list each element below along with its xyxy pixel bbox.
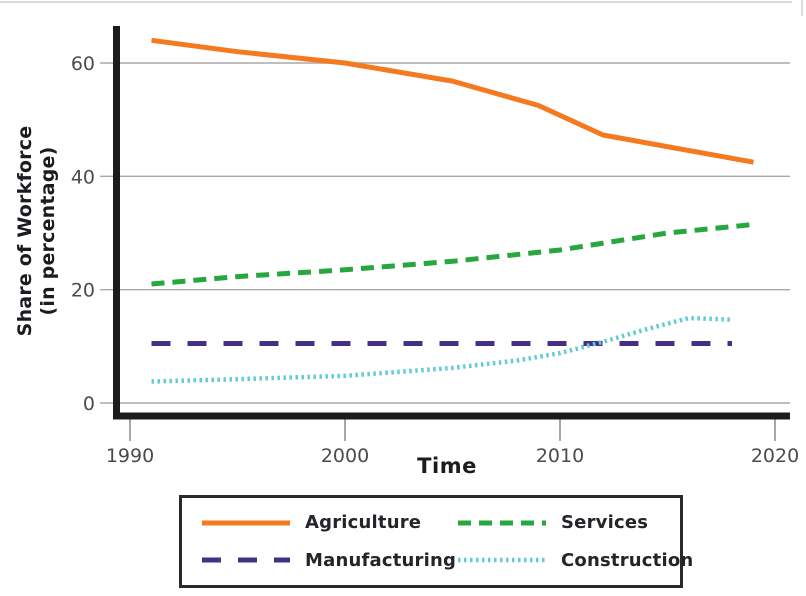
legend-label-agriculture: Agriculture — [305, 512, 422, 534]
legend-label-manufacturing: Manufacturing — [305, 549, 457, 571]
y-axis-title: Share of Workforce (in percentage) — [14, 126, 60, 337]
y-tick-label-60: 60 — [71, 53, 95, 75]
legend-label-construction: Construction — [561, 549, 694, 571]
x-axis-title: Time — [417, 454, 477, 478]
y-tick-label-40: 40 — [71, 166, 95, 188]
top-border-line — [0, 1, 792, 3]
y-axis-title-line1: Share of Workforce — [14, 125, 37, 337]
legend-label-services: Services — [561, 512, 649, 534]
legend-item-services: Services — [456, 504, 693, 542]
y-tick-label-0: 0 — [83, 393, 95, 415]
y-tick-label-20: 20 — [71, 280, 95, 302]
manufacturing-line-swatch-icon — [202, 557, 290, 563]
x-tick-label-2010: 2010 — [536, 445, 584, 467]
agriculture-line-swatch-icon — [202, 520, 290, 526]
y-axis-ticks: 0 20 40 60 — [71, 53, 95, 415]
legend-box: Agriculture Services Manufacturing Const… — [179, 495, 693, 588]
services-line-swatch-icon — [458, 520, 546, 526]
legend-item-agriculture: Agriculture — [200, 504, 456, 542]
corner-mark — [801, 0, 803, 16]
series-lines — [151, 37, 754, 384]
axes — [113, 26, 790, 420]
gridlines — [100, 62, 790, 404]
series-line-agriculture — [151, 37, 754, 165]
legend-item-construction: Construction — [456, 542, 693, 580]
x-tick-label-2000: 2000 — [321, 445, 369, 467]
series-line-services — [151, 222, 754, 287]
x-axis-ticks: 1990 2000 2010 2020 — [106, 419, 799, 467]
x-tick-label-2020: 2020 — [751, 445, 799, 467]
y-axis-title-line2: (in percentage) — [37, 146, 59, 316]
construction-line-swatch-icon — [458, 558, 546, 563]
series-line-construction — [151, 315, 733, 384]
legend-item-manufacturing: Manufacturing — [200, 542, 456, 580]
x-tick-label-1990: 1990 — [106, 445, 154, 467]
